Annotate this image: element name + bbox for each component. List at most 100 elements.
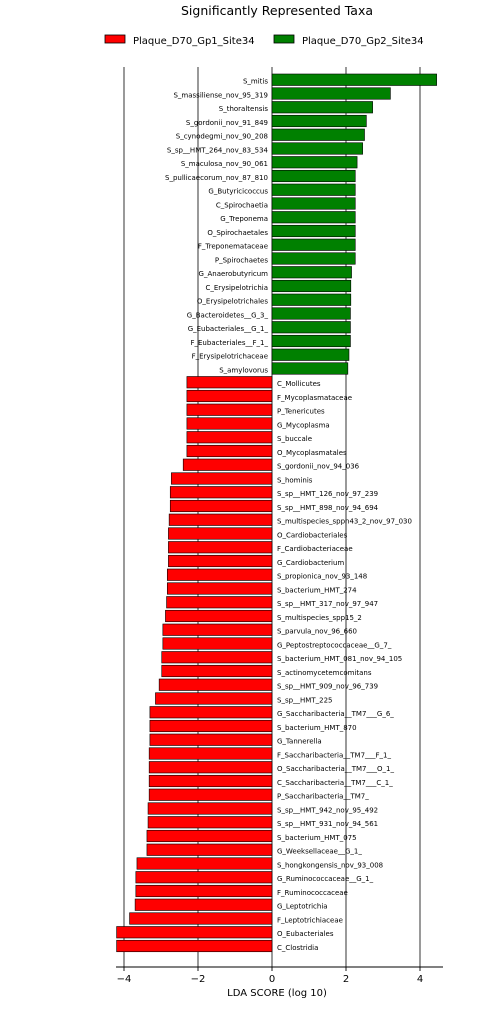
x-tick-label: 0 — [269, 974, 275, 985]
bar — [166, 582, 273, 595]
bar-label: F_Erysipelotrichaceae — [192, 353, 268, 361]
bar-label: G_Mycoplasma — [277, 421, 330, 429]
bar-label: G_Peptostreptococcaceae__G_7_ — [277, 641, 392, 649]
bar-label: O_Erysipelotrichales — [197, 298, 268, 306]
bar — [161, 651, 273, 664]
bar-label: P_Spirochaetes — [215, 256, 268, 264]
bar-label: F_Mycoplasmataceae — [277, 394, 352, 402]
bar — [271, 307, 351, 320]
bar-label: F_Cardiobacteriaceae — [277, 545, 353, 553]
bar — [162, 623, 273, 636]
bar — [149, 719, 273, 733]
bar-label: G_Butyricicoccus — [208, 188, 268, 196]
bar — [136, 857, 273, 870]
bar — [165, 609, 273, 623]
bar-label: F_Ruminococcaceae — [277, 889, 348, 897]
bar-label: O_Cardiobacteriales — [277, 531, 348, 539]
bar — [186, 417, 273, 430]
bar — [147, 802, 273, 815]
x-tick-label: 2 — [343, 974, 349, 985]
bar — [116, 939, 273, 953]
bar-label: S_massiliense_nov_95_319 — [173, 91, 268, 99]
bar-label: F_Eubacteriales__F_1_ — [190, 339, 268, 347]
bar — [271, 183, 356, 196]
bar — [271, 87, 391, 100]
bar-label: S_sp__HMT_225 — [277, 696, 332, 704]
bar-label: G_Leptotrichia — [277, 903, 328, 911]
bar — [148, 761, 273, 774]
legend-swatch-gp2 — [273, 34, 295, 44]
bar-label: S_sp__HMT_909_nov_96_739 — [277, 683, 378, 691]
legend: Plaque_D70_Gp1_Site34 Plaque_D70_Gp2_Sit… — [104, 34, 424, 47]
bar — [271, 114, 367, 128]
bar — [149, 733, 273, 746]
bar — [271, 334, 351, 348]
bar — [271, 128, 365, 141]
bar — [271, 266, 352, 279]
bar — [147, 816, 273, 829]
bar-label: G_Cardiobacterium — [277, 559, 344, 567]
bar-label: F_Treponemataceae — [198, 243, 268, 251]
bar — [168, 527, 273, 540]
bar — [271, 279, 352, 293]
bar-label: P_Saccharibacteria__TM7_ — [277, 793, 369, 801]
chart-title: Significantly Represented Taxa — [181, 3, 373, 18]
bar-label: S_hongkongensis_nov_93_008 — [277, 861, 383, 869]
bar — [271, 238, 356, 251]
bar-label: C_Spirochaetia — [216, 201, 268, 209]
bar-label: G_Anaerobutyricum — [199, 270, 269, 278]
bar-label: S_gordonii_nov_94_036 — [277, 463, 360, 471]
bar-label: G_Ruminococcaceae__G_1_ — [277, 875, 374, 883]
bar — [169, 486, 273, 499]
bar — [148, 774, 273, 788]
bar — [271, 197, 356, 210]
bar-label: S_sp__HMT_126_nov_97_239 — [277, 490, 378, 498]
bar-label: S_pullicaecorum_nov_87_810 — [165, 174, 268, 182]
x-tick-label: 4 — [417, 974, 423, 985]
x-tick-label: −4 — [117, 974, 132, 985]
bar-label: C_Erysipelotrichia — [206, 284, 269, 292]
bar — [148, 788, 273, 801]
bar — [182, 458, 273, 471]
bar-label: F_Saccharibacteria__TM7___F_1_ — [277, 751, 391, 759]
bar-label: C_Clostridia — [277, 944, 318, 952]
bar — [135, 884, 273, 898]
bar — [271, 211, 356, 224]
bar — [169, 499, 273, 513]
bar-label: S_multispecies_sppn43_2_nov_97_030 — [277, 518, 412, 526]
bar-label: S_bacterium_HMT_075 — [277, 834, 357, 842]
x-tick-label: −2 — [191, 974, 206, 985]
bar-label: S_sp__HMT_931_nov_94_561 — [277, 820, 378, 828]
bar-label: S_cynodegmi_nov_90_208 — [176, 133, 268, 141]
bar-label: S_mitis — [243, 78, 268, 86]
bar-label: S_sp__HMT_942_nov_95_492 — [277, 806, 378, 814]
bar — [158, 678, 273, 691]
bar-label: G_Saccharibacteria__TM7___G_6_ — [277, 710, 394, 718]
bar-label: S_buccale — [277, 435, 312, 443]
bar — [155, 692, 273, 705]
bar-label: S_propionica_nov_93_148 — [277, 573, 367, 581]
bar-label: S_thoraltensis — [219, 105, 269, 113]
bar-label: C_Mollicutes — [277, 380, 321, 388]
bar — [168, 554, 273, 568]
bar-label: S_gordonii_nov_91_849 — [186, 119, 268, 127]
bar — [271, 142, 363, 155]
bar — [271, 252, 356, 265]
x-axis: −4 −2 0 2 4 — [116, 966, 443, 985]
bar — [166, 568, 273, 581]
bar — [162, 637, 273, 650]
bar-label: S_actinomycetemcomitans — [277, 669, 372, 677]
bar-label: O_Saccharibacteria__TM7___O_1_ — [277, 765, 394, 773]
bar — [186, 403, 273, 416]
bar — [186, 444, 273, 458]
x-axis-label: LDA SCORE (log 10) — [227, 988, 327, 999]
bar-label: S_multispecies_spp15_2 — [277, 614, 362, 622]
bar-label: O_Mycoplasmatales — [277, 449, 347, 457]
bar-label: O_Spirochaetales — [207, 229, 268, 237]
bar — [271, 224, 356, 238]
bar-label: F_Leptotrichiaceae — [277, 916, 343, 924]
bar — [149, 706, 273, 719]
bar — [166, 596, 273, 609]
bar — [271, 321, 351, 334]
